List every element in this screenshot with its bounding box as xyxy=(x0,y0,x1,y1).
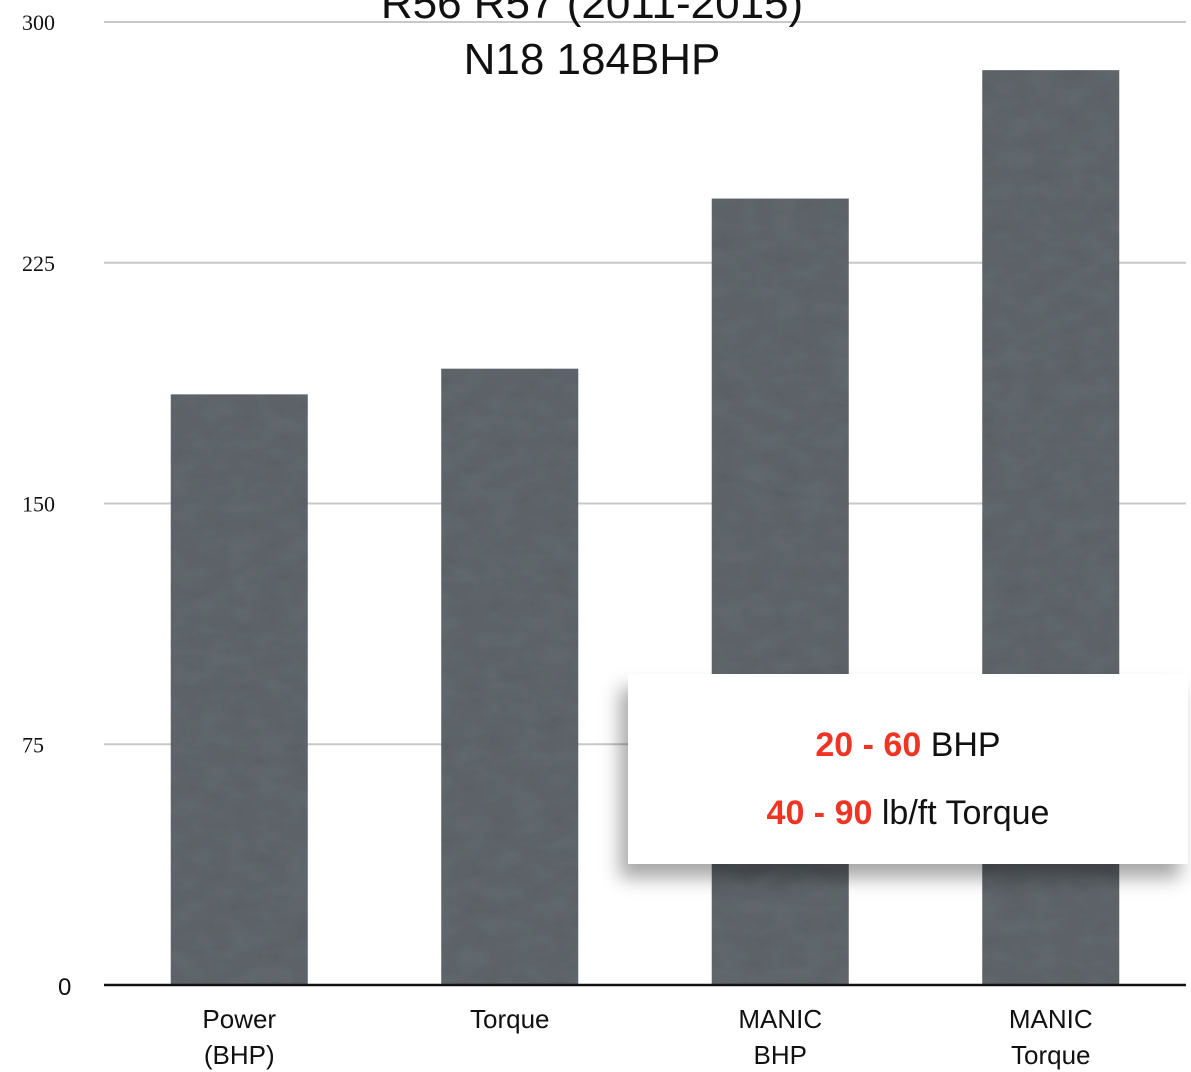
category-label: MANIC Torque xyxy=(1009,1004,1093,1070)
y-tick-label: 0 xyxy=(58,974,71,1001)
category-labels: Power (BHP) Torque MANIC BHP MANIC Torque xyxy=(202,1004,1092,1070)
y-tick-label: 300 xyxy=(22,10,55,35)
category-label-line: Torque xyxy=(470,1004,550,1034)
torque-gain-value: 40 - 90 xyxy=(766,794,873,832)
chart-title: R56 R57 (2011-2015) N18 184BHP xyxy=(381,0,803,84)
bar xyxy=(441,368,579,985)
torque-gain-line: 40 - 90 lb/ft Torque xyxy=(628,794,1188,833)
bhp-gain-value: 20 - 60 xyxy=(815,726,922,764)
category-label: Torque xyxy=(470,1004,550,1034)
bar xyxy=(711,198,849,986)
y-tick-label: 75 xyxy=(22,732,44,757)
chart-title-line: R56 R57 (2011-2015) xyxy=(381,0,803,28)
y-tick-labels: 0 75 150 225 300 xyxy=(22,10,71,1001)
category-label-line: MANIC xyxy=(1009,1004,1093,1034)
category-label-line: MANIC xyxy=(738,1004,822,1034)
category-label: Power (BHP) xyxy=(202,1004,276,1070)
category-label: MANIC BHP xyxy=(738,1004,822,1070)
upgrade-callout: 20 - 60 BHP 40 - 90 lb/ft Torque xyxy=(628,674,1188,864)
y-tick-label: 150 xyxy=(22,492,55,517)
category-label-line: Torque xyxy=(1011,1040,1091,1070)
torque-gain-unit: lb/ft Torque xyxy=(872,794,1050,832)
category-label-line: Power xyxy=(202,1004,276,1034)
chart-title-line: N18 184BHP xyxy=(464,35,721,84)
category-label-line: (BHP) xyxy=(204,1040,275,1070)
category-label-line: BHP xyxy=(754,1040,807,1070)
bhp-gain-unit: BHP xyxy=(921,726,1001,764)
bar xyxy=(170,394,308,985)
bhp-gain-line: 20 - 60 BHP xyxy=(628,726,1188,765)
y-tick-label: 225 xyxy=(22,251,55,276)
